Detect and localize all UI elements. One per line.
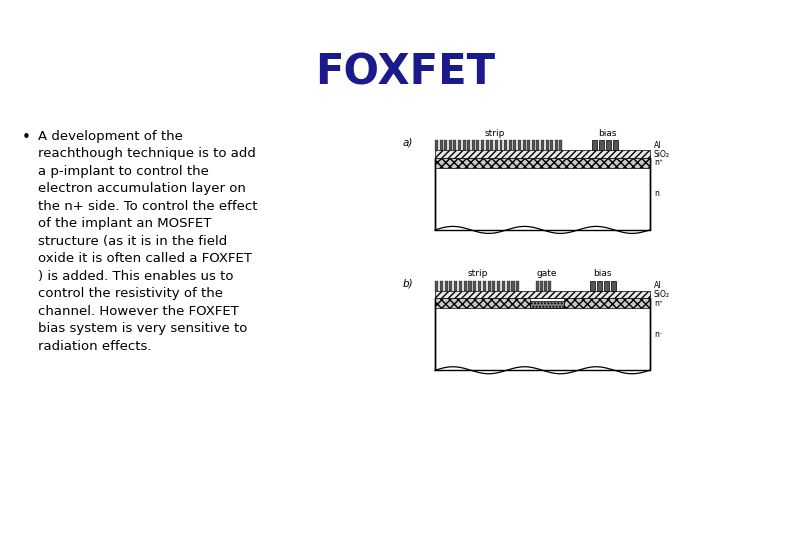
- Bar: [606, 140, 611, 151]
- Bar: [603, 281, 609, 291]
- Bar: [540, 281, 543, 291]
- Text: strip: strip: [468, 269, 488, 278]
- Bar: [473, 281, 476, 291]
- Text: b): b): [403, 278, 413, 288]
- Bar: [450, 281, 453, 291]
- Bar: [504, 140, 507, 151]
- Bar: [454, 281, 457, 291]
- Bar: [548, 281, 551, 291]
- Text: bias: bias: [594, 269, 612, 278]
- Bar: [530, 298, 564, 308]
- Text: gate: gate: [536, 269, 557, 278]
- Bar: [440, 140, 442, 151]
- Text: A development of the
reachthough technique is to add
a p-implant to control the
: A development of the reachthough techniq…: [38, 130, 258, 353]
- Text: SiO₂: SiO₂: [654, 290, 670, 299]
- Bar: [458, 140, 461, 151]
- Text: FOXFET: FOXFET: [315, 51, 495, 93]
- Bar: [516, 281, 519, 291]
- Text: n⁺: n⁺: [654, 158, 663, 167]
- Bar: [536, 281, 539, 291]
- Bar: [514, 140, 516, 151]
- Bar: [507, 281, 509, 291]
- Bar: [546, 140, 548, 151]
- Bar: [530, 301, 564, 308]
- Bar: [478, 281, 481, 291]
- Bar: [454, 140, 456, 151]
- Bar: [459, 281, 462, 291]
- Text: 18/11/2004: 18/11/2004: [16, 509, 76, 519]
- Bar: [486, 140, 488, 151]
- Bar: [435, 281, 438, 291]
- Text: n: n: [654, 190, 659, 198]
- Bar: [497, 281, 501, 291]
- Bar: [550, 140, 553, 151]
- Bar: [597, 281, 602, 291]
- Bar: [527, 140, 530, 151]
- Bar: [488, 281, 491, 291]
- Bar: [544, 281, 547, 291]
- Bar: [495, 140, 498, 151]
- Bar: [541, 140, 544, 151]
- Text: 19/11/2004: 19/11/2004: [16, 525, 76, 535]
- Bar: [611, 281, 616, 291]
- Bar: [560, 140, 562, 151]
- Bar: [445, 281, 448, 291]
- Bar: [511, 281, 514, 291]
- Bar: [509, 140, 512, 151]
- Bar: [500, 140, 502, 151]
- Text: a): a): [403, 138, 413, 147]
- Text: bias: bias: [598, 129, 616, 138]
- Bar: [435, 298, 650, 370]
- Text: Al: Al: [654, 141, 662, 150]
- Bar: [435, 151, 650, 158]
- Bar: [492, 281, 496, 291]
- Bar: [468, 281, 471, 291]
- Bar: [613, 140, 618, 151]
- Bar: [483, 281, 486, 291]
- Bar: [518, 140, 521, 151]
- Bar: [599, 140, 604, 151]
- Bar: [463, 140, 466, 151]
- Bar: [522, 140, 526, 151]
- Bar: [476, 140, 480, 151]
- Bar: [435, 298, 650, 308]
- Bar: [490, 140, 493, 151]
- Bar: [472, 140, 475, 151]
- Bar: [467, 140, 471, 151]
- Bar: [435, 291, 650, 298]
- Text: Lecture 3: Lecture 3: [10, 24, 58, 35]
- Bar: [592, 140, 597, 151]
- Bar: [502, 281, 505, 291]
- Bar: [444, 140, 447, 151]
- Bar: [481, 140, 484, 151]
- Text: Semiconductor Detectors for Particle Physics:: Semiconductor Detectors for Particle Phy…: [10, 9, 248, 19]
- Bar: [449, 140, 452, 151]
- Text: SiO₂: SiO₂: [654, 150, 670, 159]
- Bar: [590, 281, 595, 291]
- Bar: [555, 140, 558, 151]
- Text: n⁻: n⁻: [654, 329, 663, 339]
- Bar: [536, 140, 539, 151]
- Bar: [440, 281, 443, 291]
- Bar: [463, 281, 467, 291]
- Text: T. Bowcock: T. Bowcock: [324, 514, 382, 523]
- Text: n⁺: n⁺: [654, 299, 663, 308]
- Text: •: •: [22, 130, 31, 145]
- Text: Al: Al: [654, 281, 662, 291]
- Bar: [435, 158, 650, 230]
- Text: strip: strip: [485, 129, 505, 138]
- Bar: [531, 140, 535, 151]
- Bar: [435, 158, 650, 168]
- Bar: [435, 140, 438, 151]
